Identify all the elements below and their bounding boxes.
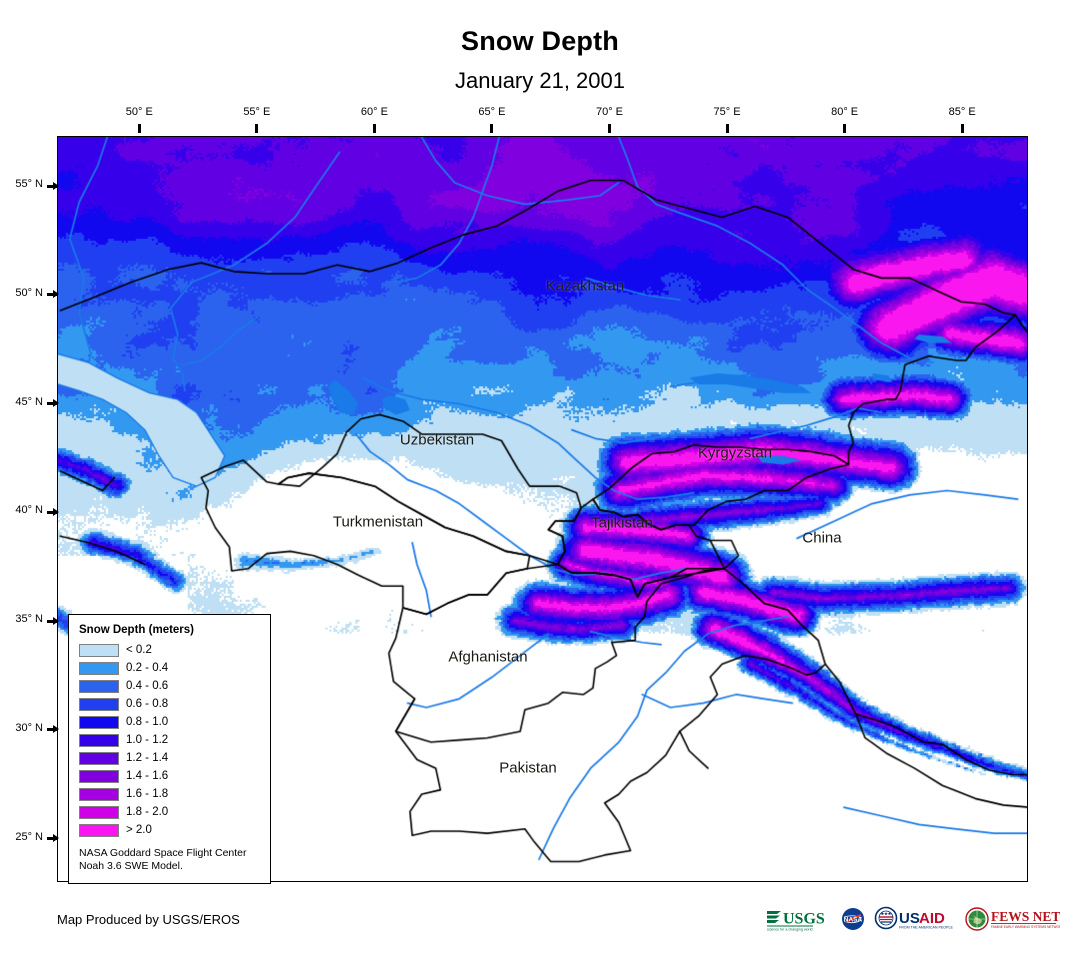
legend-item: 1.6 - 1.8: [77, 785, 262, 803]
map-date-subtitle: January 21, 2001: [454, 68, 626, 93]
tick-arrow: [53, 181, 59, 190]
legend-label: 1.8 - 2.0: [126, 806, 169, 818]
legend-label: 0.6 - 0.8: [126, 698, 169, 710]
lon-tick-label: 75° E: [713, 106, 741, 118]
tick-mark: [47, 510, 57, 514]
legend-swatch: [79, 733, 119, 747]
lat-tick-label: 30° N: [15, 721, 43, 734]
lat-tick-label: 55° N: [15, 178, 43, 191]
legend-swatch: [79, 661, 119, 675]
tick-mark: [137, 124, 141, 133]
legend-item: 1.0 - 1.2: [77, 731, 262, 749]
legend-label: 1.2 - 1.4: [126, 752, 169, 764]
legend-item: < 0.2: [77, 641, 262, 659]
lon-tick-label: 85° E: [948, 106, 976, 118]
lon-tick-label: 70° E: [595, 106, 624, 118]
legend-label: 0.4 - 0.6: [126, 680, 169, 692]
legend-title: Snow Depth (meters): [79, 624, 195, 636]
svg-text:science for a changing world: science for a changing world: [767, 928, 813, 932]
legend-label: 1.0 - 1.2: [126, 734, 169, 746]
legend-swatch: [79, 805, 119, 819]
tick-mark: [725, 124, 729, 133]
legend-label: 0.2 - 0.4: [126, 662, 169, 674]
legend-item: > 2.0: [77, 821, 262, 839]
logo-bar: USGS science for a changing world NASA ★…: [765, 903, 1060, 935]
lon-tick-label: 50° E: [125, 106, 153, 118]
tick-mark: [255, 124, 259, 133]
lon-tick-label: 55° E: [243, 106, 271, 118]
lat-tick-label: 40° N: [15, 504, 43, 517]
svg-text:★★★: ★★★: [881, 911, 892, 916]
usaid-logo[interactable]: ★★★ US AID FROM THE AMERICAN PEOPLE: [873, 906, 957, 932]
legend-swatch: [79, 787, 119, 801]
legend-item: 0.6 - 0.8: [77, 695, 262, 713]
legend-label: < 0.2: [126, 644, 152, 656]
legend-item: 1.2 - 1.4: [77, 749, 262, 767]
tick-arrow: [53, 399, 59, 408]
country-label-kyrgyzstan: Kyrgyzstan: [697, 444, 773, 462]
tick-mark: [372, 124, 376, 133]
nasa-logo[interactable]: NASA: [840, 906, 866, 932]
legend-swatch: [79, 643, 119, 657]
lon-tick-label: 80° E: [831, 106, 859, 118]
tick-arrow: [53, 725, 59, 734]
legend-swatch: [79, 715, 119, 729]
legend-swatch: [79, 751, 119, 765]
legend-panel: Snow Depth (meters) < 0.2 0.2 - 0.4 0.4 - …: [68, 614, 271, 884]
country-label-pakistan: Pakistan: [499, 759, 557, 777]
tick-mark: [47, 402, 57, 406]
legend-swatch: [79, 823, 119, 837]
legend-source-note: NASA Goddard Space Flight Center Noah 3.…: [79, 847, 247, 872]
tick-mark: [490, 124, 494, 133]
legend-label: 1.4 - 1.6: [126, 770, 169, 782]
country-label-tajikistan: Tajikistan: [591, 514, 653, 532]
producer-credit: Map Produced by USGS/EROS: [57, 912, 240, 927]
tick-mark: [608, 124, 611, 133]
usgs-logo[interactable]: USGS science for a changing world: [765, 906, 833, 932]
legend-label: 0.8 - 1.0: [126, 716, 169, 728]
page-title: Snow Depth: [461, 26, 619, 56]
tick-arrow: [53, 834, 59, 842]
tick-arrow: [53, 507, 59, 516]
country-label-china: China: [802, 529, 842, 547]
legend-item: 0.4 - 0.6: [77, 677, 262, 695]
tick-mark: [47, 837, 57, 840]
legend-swatch: [79, 679, 119, 693]
legend-item: 1.4 - 1.6: [77, 767, 262, 785]
lat-tick-label: 45° N: [15, 395, 43, 408]
lat-tick-label: 25° N: [15, 830, 43, 843]
tick-mark: [47, 293, 57, 297]
fewsnet-logo[interactable]: FEWS NET FAMINE EARLY WARNING SYSTEMS NE…: [964, 906, 1060, 932]
legend-swatch: [79, 769, 119, 783]
svg-text:NASA: NASA: [844, 917, 863, 924]
svg-text:FEWS NET: FEWS NET: [991, 909, 1060, 924]
tick-mark: [960, 124, 964, 133]
country-label-uzbekistan: Uzbekistan: [399, 431, 475, 449]
legend-rows: < 0.2 0.2 - 0.4 0.4 - 0.6 0.6 - 0.8 0.8 - 1.…: [77, 641, 262, 839]
country-label-turkmenistan: Turkmenistan: [332, 513, 424, 531]
lon-tick-label: 60° E: [360, 106, 388, 118]
tick-mark: [47, 728, 57, 732]
legend-swatch: [79, 697, 119, 711]
svg-text:USGS: USGS: [783, 911, 825, 928]
tick-mark: [47, 619, 57, 623]
svg-text:FROM THE AMERICAN PEOPLE: FROM THE AMERICAN PEOPLE: [899, 926, 953, 930]
tick-arrow: [53, 616, 59, 625]
legend-item: 0.8 - 1.0: [77, 713, 262, 731]
lat-tick-label: 35° N: [15, 613, 43, 625]
tick-mark: [843, 124, 847, 133]
svg-text:US: US: [899, 910, 920, 927]
lat-tick-label: 50° N: [15, 286, 43, 299]
tick-arrow: [53, 290, 59, 299]
legend-label: > 2.0: [126, 824, 152, 836]
lon-tick-label: 65° E: [478, 106, 506, 118]
legend-item: 0.2 - 0.4: [77, 659, 262, 677]
svg-text:FAMINE EARLY WARNING SYSTEMS N: FAMINE EARLY WARNING SYSTEMS NETWORK: [991, 925, 1060, 929]
country-label-afghanistan: Afghanistan: [448, 648, 528, 666]
svg-text:AID: AID: [919, 910, 945, 927]
legend-label: 1.6 - 1.8: [126, 788, 169, 800]
country-label-kazakhstan: Kazakhstan: [545, 277, 625, 295]
tick-mark: [47, 184, 57, 188]
legend-item: 1.8 - 2.0: [77, 803, 262, 821]
